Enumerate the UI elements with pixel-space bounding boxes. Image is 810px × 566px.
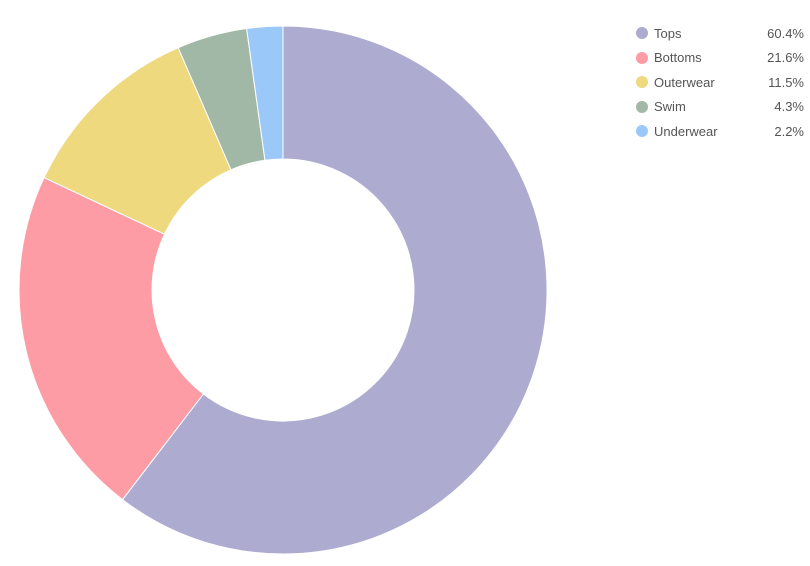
slice-underwear	[246, 25, 284, 161]
slice-tops	[121, 25, 548, 555]
slice-outerwear	[43, 47, 232, 235]
legend-swatch-outerwear	[636, 76, 648, 89]
legend-value-outerwear: 11.5%	[768, 74, 804, 90]
legend-label-underwear: Underwear	[654, 123, 718, 139]
chart-legend: Tops 60.4% Bottoms 21.6% Outerwear 11.5%…	[636, 21, 804, 144]
legend-value-bottoms: 21.6%	[767, 50, 804, 66]
legend-label-swim: Swim	[654, 99, 686, 115]
legend-swatch-underwear	[636, 125, 648, 138]
legend-item-bottoms: Bottoms 21.6%	[636, 46, 804, 71]
legend-value-swim: 4.3%	[774, 99, 804, 115]
legend-label-bottoms: Bottoms	[654, 50, 702, 66]
slice-bottoms	[18, 176, 205, 501]
donut-slices	[18, 25, 548, 555]
legend-value-underwear: 2.2%	[774, 123, 804, 139]
legend-label-outerwear: Outerwear	[654, 74, 715, 90]
legend-item-outerwear: Outerwear 11.5%	[636, 70, 804, 95]
legend-swatch-bottoms	[636, 51, 648, 64]
legend-value-tops: 60.4%	[767, 25, 804, 41]
legend-label-tops: Tops	[654, 25, 682, 41]
legend-swatch-swim	[636, 100, 648, 113]
legend-item-swim: Swim 4.3%	[636, 95, 804, 120]
legend-item-underwear: Underwear 2.2%	[636, 119, 804, 144]
legend-swatch-tops	[636, 27, 648, 40]
legend-item-tops: Tops 60.4%	[636, 21, 804, 46]
